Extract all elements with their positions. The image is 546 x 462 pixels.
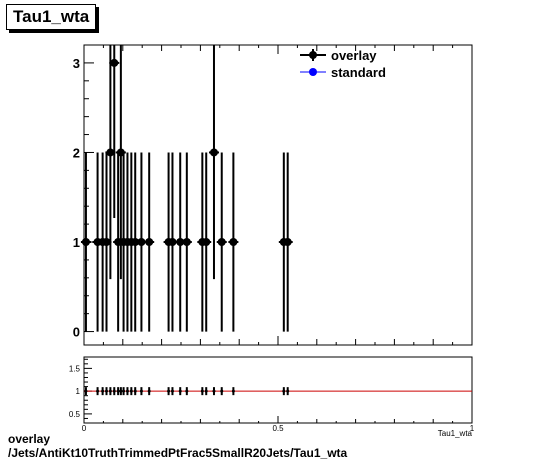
main-y-tick-label: 1 xyxy=(73,235,80,250)
ratio-point xyxy=(178,389,182,393)
ratio-point xyxy=(200,389,204,393)
main-y-tick-label: 2 xyxy=(73,145,80,160)
overlay-point xyxy=(229,238,238,247)
ratio-point xyxy=(185,389,189,393)
ratio-y-tick-label: 1 xyxy=(76,387,81,396)
legend-marker-standard xyxy=(309,68,317,76)
ratio-point xyxy=(119,389,123,393)
legend-label-standard: standard xyxy=(331,65,386,80)
ratio-x-tick-label: 0 xyxy=(82,424,87,433)
overlay-point xyxy=(176,238,185,247)
ratio-x-tick-label: 1 xyxy=(470,424,475,433)
overlay-point xyxy=(209,148,218,157)
chart-title: Tau1_wta xyxy=(6,4,97,30)
ratio-point xyxy=(84,389,88,393)
ratio-point xyxy=(129,389,133,393)
ratio-point xyxy=(282,389,286,393)
ratio-point xyxy=(101,389,105,393)
overlay-point xyxy=(137,238,146,247)
ratio-point xyxy=(231,389,235,393)
caption-line-2: /Jets/AntiKt10TruthTrimmedPtFrac5SmallR2… xyxy=(8,446,348,460)
overlay-point xyxy=(81,238,90,247)
overlay-point xyxy=(202,238,211,247)
ratio-point xyxy=(116,389,120,393)
overlay-point xyxy=(106,148,115,157)
overlay-point xyxy=(283,238,292,247)
ratio-y-tick-label: 0.5 xyxy=(69,410,81,419)
ratio-point xyxy=(147,389,151,393)
ratio-x-tick-label: 0.5 xyxy=(272,424,284,433)
overlay-point xyxy=(145,238,154,247)
ratio-point xyxy=(133,389,137,393)
overlay-point xyxy=(110,58,119,67)
ratio-x-axis-label: Tau1_wta xyxy=(438,429,473,438)
ratio-point xyxy=(112,389,116,393)
ratio-point xyxy=(96,389,100,393)
main-y-tick-label: 0 xyxy=(73,325,80,340)
overlay-point xyxy=(217,238,226,247)
main-y-tick-label: 3 xyxy=(73,56,80,71)
ratio-point xyxy=(286,389,290,393)
overlay-point xyxy=(182,238,191,247)
ratio-point xyxy=(220,389,224,393)
ratio-point xyxy=(167,389,171,393)
ratio-point xyxy=(125,389,129,393)
legend-label-overlay: overlay xyxy=(331,48,377,63)
caption-line-1: overlay xyxy=(8,432,51,446)
ratio-y-tick-label: 1.5 xyxy=(69,364,81,373)
ratio-point xyxy=(139,389,143,393)
ratio-point xyxy=(105,389,109,393)
ratio-point xyxy=(212,389,216,393)
ratio-point xyxy=(122,389,126,393)
ratio-point xyxy=(170,389,174,393)
overlay-point xyxy=(168,238,177,247)
overlay-point xyxy=(131,238,140,247)
ratio-point xyxy=(108,389,112,393)
overlay-point xyxy=(102,238,111,247)
ratio-point xyxy=(204,389,208,393)
